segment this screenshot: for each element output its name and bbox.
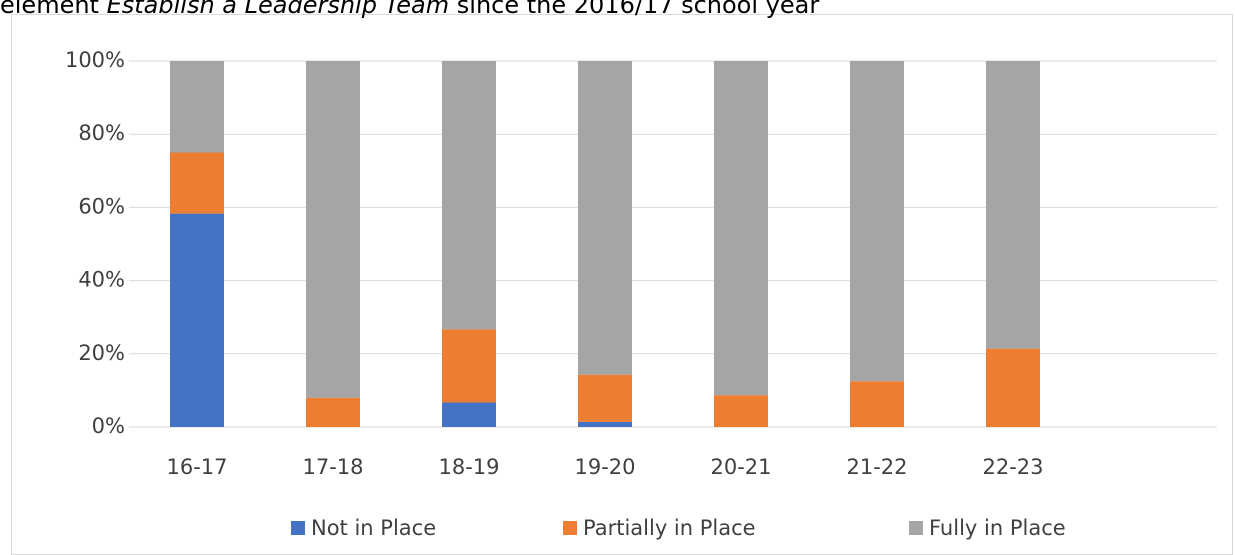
bar-segment [986,348,1040,427]
bar-segment [850,61,904,382]
bar-segment [442,61,496,330]
y-tick-label: 40% [78,268,125,292]
y-tick-label: 0% [92,414,125,438]
legend-label: Fully in Place [929,516,1066,540]
bar-segment [442,329,496,403]
title-part: Establish a Leadership Team [107,0,450,19]
bar-segment [306,397,360,427]
bar-segment [442,402,496,427]
bar-segment [578,374,632,422]
y-tick-label: 20% [78,341,125,365]
bar-segment [170,152,224,214]
legend-swatch [563,521,577,535]
x-tick-label: 22-23 [982,455,1043,479]
bar-segment [170,213,224,427]
legend-label: Partially in Place [583,516,756,540]
bar-segment [578,421,632,427]
legend-swatch [909,521,923,535]
bar-segment [170,61,224,153]
bar-segment [850,381,904,427]
x-tick-label: 18-19 [438,455,499,479]
x-tick-label: 20-21 [710,455,771,479]
bar-segment [306,61,360,398]
title-part: since the 2016/17 school year [449,0,819,19]
legend-label: Not in Place [311,516,436,540]
bar-segment [578,61,632,375]
bar-segment [714,395,768,427]
title-part: element [0,0,107,19]
y-tick-label: 100% [65,48,125,72]
bar-segment [714,61,768,396]
bar-segment [986,61,1040,349]
x-tick-label: 17-18 [302,455,363,479]
x-tick-label: 16-17 [166,455,227,479]
x-tick-label: 19-20 [574,455,635,479]
x-tick-label: 21-22 [846,455,907,479]
legend-swatch [291,521,305,535]
y-tick-label: 60% [78,194,125,218]
chart-title: element Establish a Leadership Team sinc… [0,0,819,19]
y-tick-label: 80% [78,121,125,145]
